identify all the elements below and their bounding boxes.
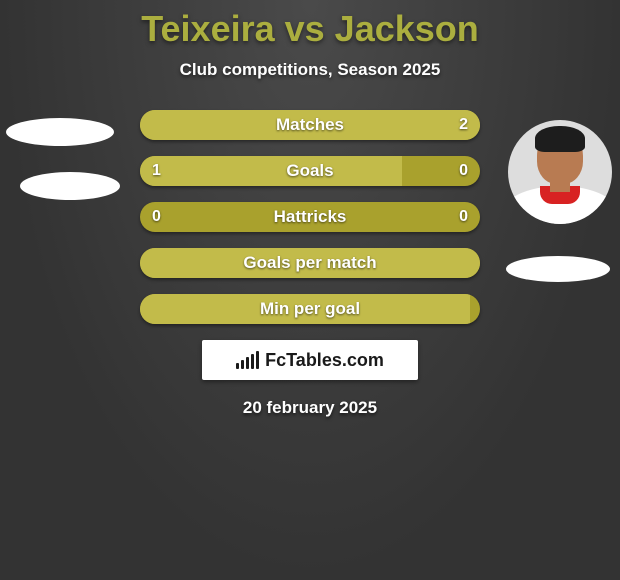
decor-ellipse [20, 172, 120, 200]
decor-ellipse [6, 118, 114, 146]
comparison-stage: Matches2 Goals10 Hattricks00 Goals per matc… [0, 110, 620, 418]
stat-row: Goals10 [140, 156, 480, 186]
stat-row: Hattricks00 [140, 202, 480, 232]
brand-text: FcTables.com [265, 350, 384, 371]
footer-date: 20 february 2025 [0, 398, 620, 418]
brand-icon [236, 351, 259, 369]
brand-badge: FcTables.com [202, 340, 418, 380]
stat-row: Goals per match [140, 248, 480, 278]
page-title: Teixeira vs Jackson [0, 0, 620, 50]
stat-row: Matches2 [140, 110, 480, 140]
player-avatar-right [508, 120, 612, 224]
stat-row: Min per goal [140, 294, 480, 324]
decor-ellipse [506, 256, 610, 282]
page-subtitle: Club competitions, Season 2025 [0, 60, 620, 80]
stat-bars: Matches2 Goals10 Hattricks00 Goals per matc… [140, 110, 480, 324]
